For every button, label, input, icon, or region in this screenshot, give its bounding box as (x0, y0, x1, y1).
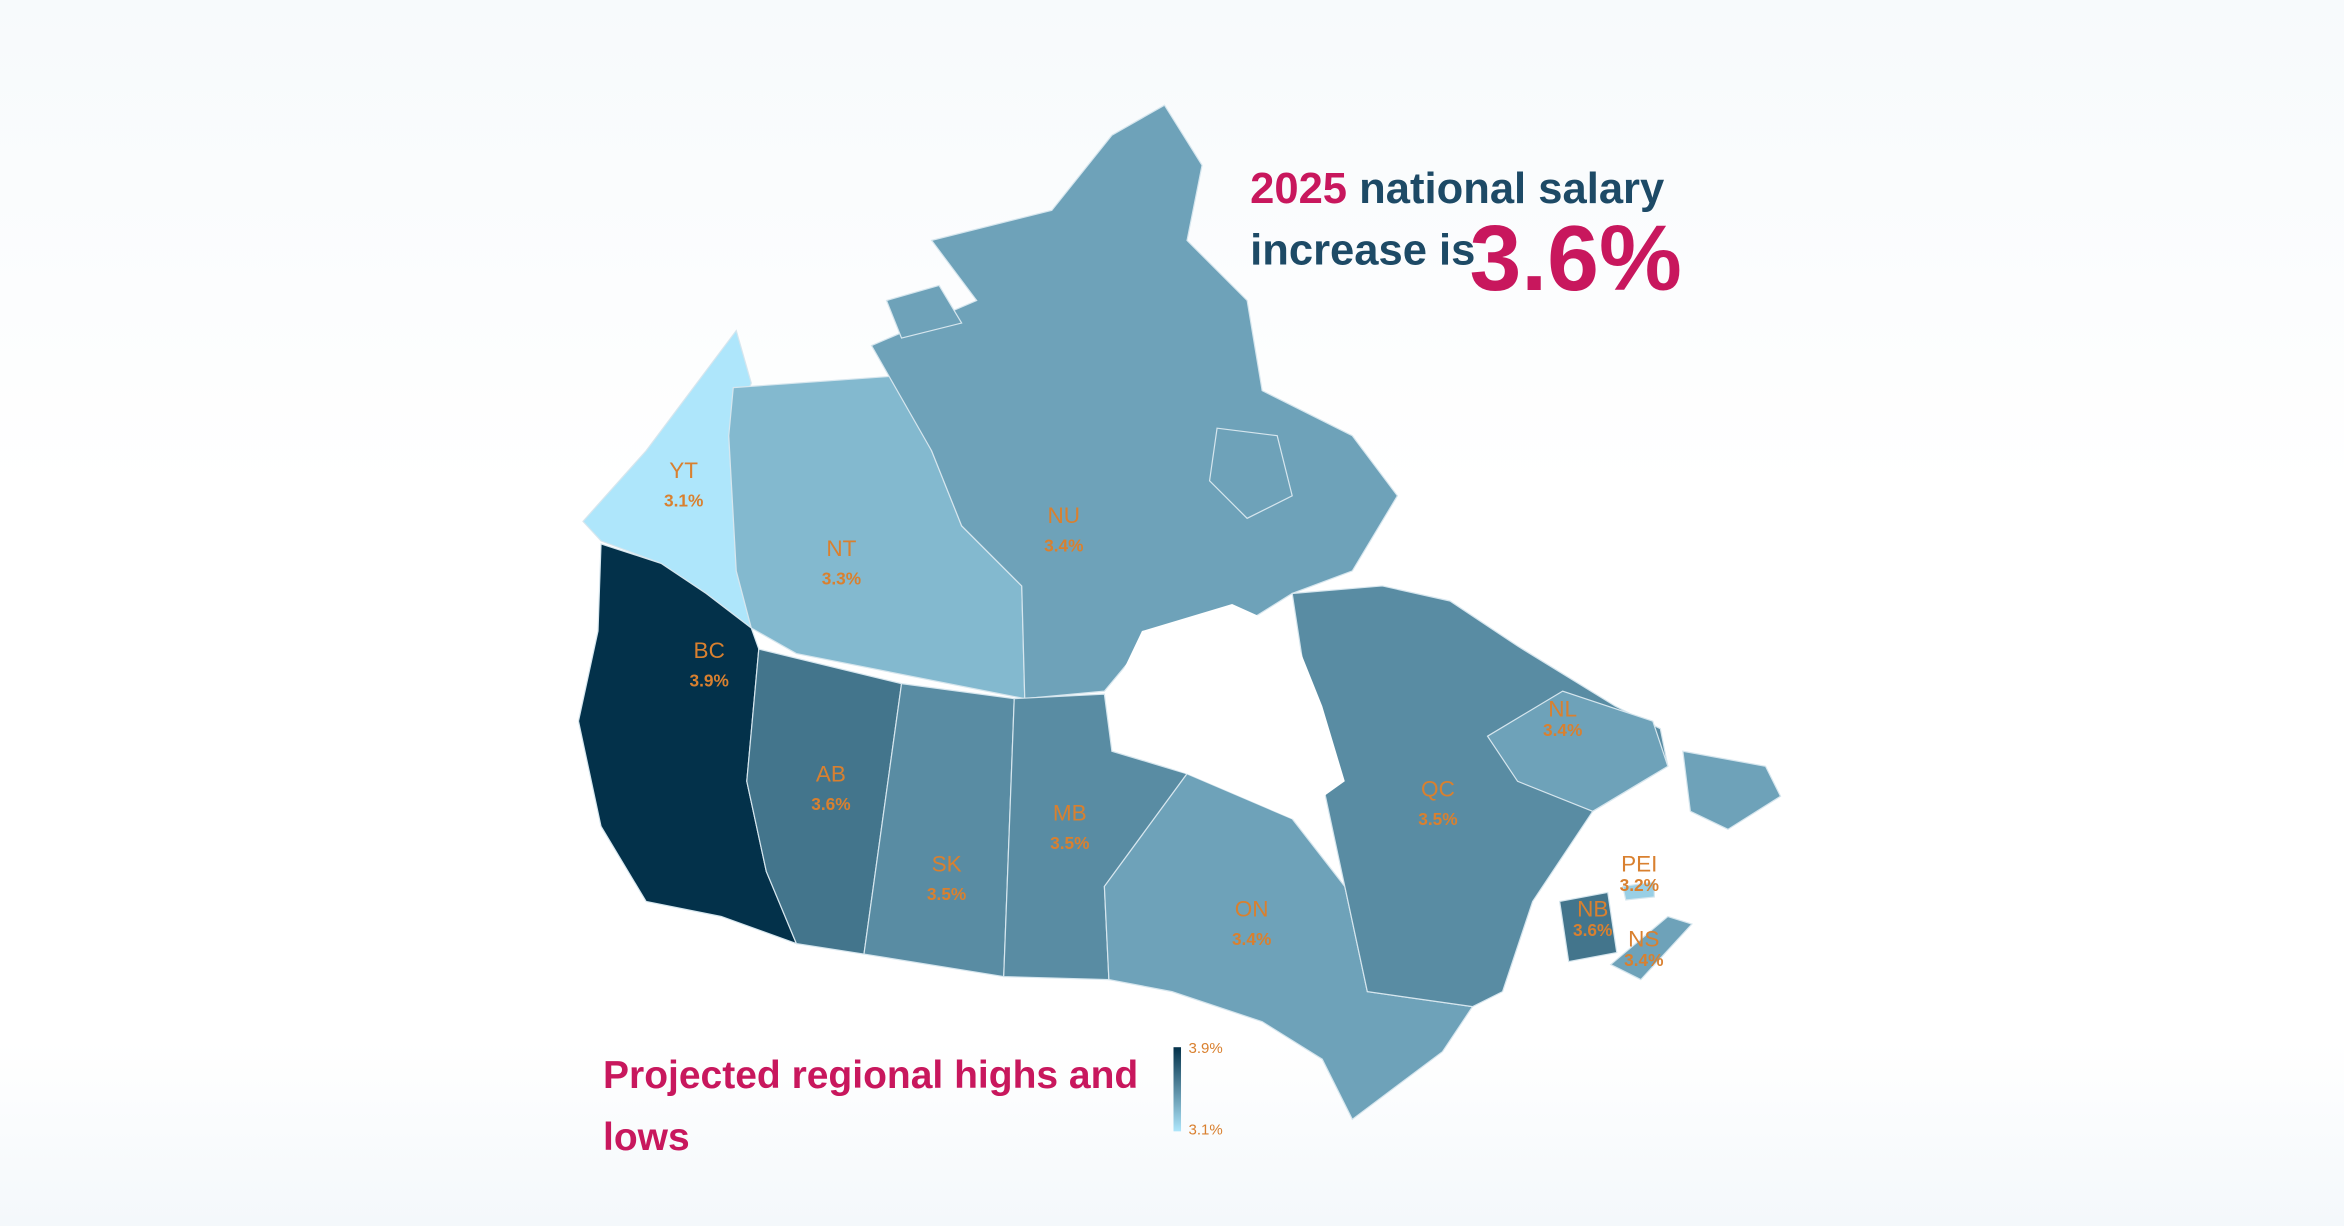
province (870, 104, 1399, 700)
region-value: 3.5% (927, 884, 966, 904)
region-code: AB (816, 761, 846, 786)
province (1486, 690, 1669, 812)
province (1622, 881, 1655, 901)
region-code: QC (1421, 776, 1455, 801)
title: 2025 national salary (1250, 165, 1664, 213)
province (885, 284, 963, 339)
legend-scale (1173, 1047, 1182, 1132)
region-code: ON (1235, 896, 1269, 921)
region-value: 3.4% (1044, 535, 1083, 555)
region-value: 3.5% (1050, 833, 1089, 853)
province (1609, 915, 1693, 981)
region-value: 3.4% (1543, 720, 1582, 740)
region-code: YT (669, 458, 698, 483)
hudson-bay (1111, 603, 1345, 819)
region-value: 3.1% (664, 490, 703, 510)
legend-label: 3.1% (1189, 1121, 1223, 1138)
region-code: NT (826, 536, 856, 561)
province (1558, 891, 1618, 963)
region-value: 3.5% (1418, 809, 1457, 829)
region-code: BC (694, 638, 725, 663)
region-value: 3.2% (1620, 875, 1659, 895)
region-code: NS (1628, 927, 1659, 952)
region-code: NL (1548, 697, 1577, 722)
region-value: 3.6% (811, 794, 850, 814)
region-code: PEI (1621, 851, 1657, 876)
province (1291, 585, 1669, 1008)
region-code: MB (1053, 800, 1087, 825)
region-code: NB (1577, 896, 1608, 921)
subtitle: Projected regional highs and lows (603, 1054, 1139, 1159)
province (1208, 427, 1293, 520)
title: increase is (1250, 226, 1475, 274)
province (1682, 750, 1782, 831)
headline: 3.6% (1470, 206, 1682, 310)
region-value: 3.6% (1573, 920, 1612, 940)
region-value: 3.9% (690, 671, 729, 691)
region-value: 3.4% (1232, 929, 1271, 949)
region-code: SK (932, 851, 962, 876)
region-code: NU (1048, 503, 1081, 528)
legend-label: 3.9% (1189, 1040, 1223, 1057)
region-value: 3.4% (1624, 950, 1663, 970)
region-value: 3.3% (822, 568, 861, 588)
